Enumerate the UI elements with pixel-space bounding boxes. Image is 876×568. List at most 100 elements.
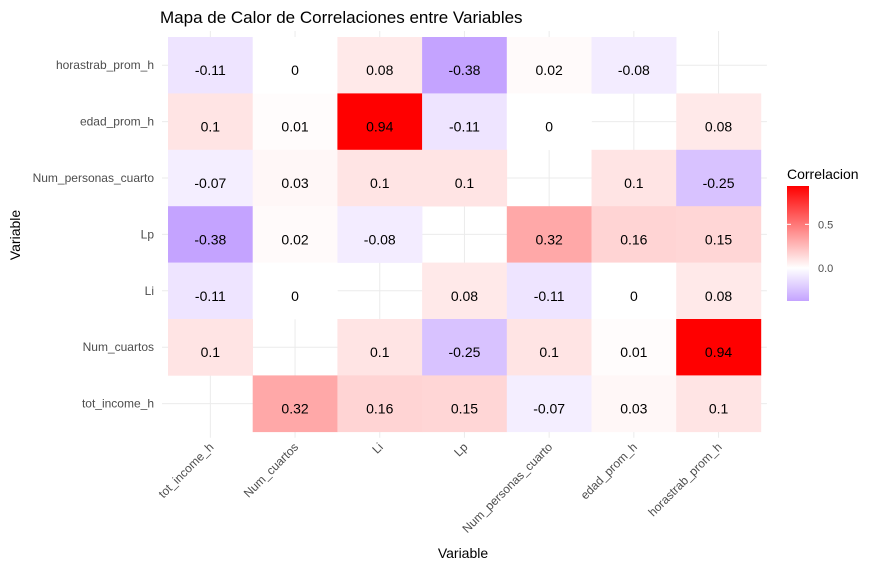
cell-value-label: 0.94 bbox=[705, 344, 732, 360]
legend-tick-label: 0.0 bbox=[818, 263, 833, 275]
heatmap-cell bbox=[506, 375, 592, 433]
cell-value-label: 0.1 bbox=[624, 175, 644, 191]
cell-value-label: 0.01 bbox=[620, 344, 647, 360]
y-tick-label: Li bbox=[145, 284, 154, 298]
cell-value-label: 0.02 bbox=[536, 62, 563, 78]
cell-value-label: 0 bbox=[545, 119, 553, 135]
cell-value-label: 0.1 bbox=[201, 344, 221, 360]
heatmap-cell bbox=[168, 149, 253, 207]
heatmap-cell bbox=[252, 93, 338, 151]
heatmap-cell bbox=[337, 149, 423, 207]
cell-value-label: 0.16 bbox=[366, 401, 393, 417]
y-axis-label: Variable bbox=[7, 210, 23, 261]
heatmap-cell bbox=[337, 93, 423, 151]
heatmap-cell bbox=[422, 319, 508, 376]
cell-value-label: -0.38 bbox=[448, 62, 480, 78]
cell-labels: -0.11 0 0.08 -0.38 0.02 -0.08 0.1 0.01 0.94 -0.11… bbox=[194, 62, 734, 416]
cell-value-label: 0.01 bbox=[281, 119, 308, 135]
cell-value-label: -0.08 bbox=[364, 231, 396, 247]
cell-value-label: 0.1 bbox=[709, 401, 729, 417]
cell-value-label: 0.08 bbox=[366, 62, 393, 78]
heatmap-cell bbox=[591, 206, 677, 263]
y-tick-label: Num_personas_cuarto bbox=[33, 171, 155, 185]
heatmap-cell bbox=[506, 37, 592, 94]
legend-title: Correlacion bbox=[787, 166, 859, 182]
heatmap-cell bbox=[337, 375, 423, 433]
cell-value-label: -0.11 bbox=[195, 288, 226, 304]
heatmap-cell bbox=[422, 149, 508, 207]
chart-title: Mapa de Calor de Correlaciones entre Var… bbox=[160, 8, 523, 27]
y-tick-label: tot_income_h bbox=[82, 397, 154, 411]
heatmap-cell bbox=[168, 262, 253, 320]
legend-colorbar bbox=[787, 186, 809, 301]
cell-value-label: 0.02 bbox=[281, 231, 308, 247]
x-tick-label: tot_income_h bbox=[156, 440, 217, 501]
cell-value-label: -0.11 bbox=[534, 288, 565, 304]
cell-value-label: -0.11 bbox=[449, 119, 480, 135]
heatmap-cell bbox=[676, 93, 762, 151]
heatmap-cell bbox=[676, 149, 762, 207]
cell-value-label: 0 bbox=[630, 288, 638, 304]
heatmap-cell bbox=[422, 262, 508, 320]
heatmap-cell bbox=[676, 262, 762, 320]
heatmap-cell bbox=[252, 206, 338, 263]
cell-value-label: -0.07 bbox=[194, 175, 226, 191]
cell-value-label: 0.32 bbox=[281, 401, 308, 417]
cell-value-label: 0.1 bbox=[539, 344, 559, 360]
x-tick-label: horastrab_prom_h bbox=[645, 440, 724, 519]
cell-value-label: 0 bbox=[291, 62, 299, 78]
cell-value-label: -0.11 bbox=[195, 62, 226, 78]
cell-value-label: 0.1 bbox=[201, 119, 221, 135]
cell-value-label: 0.94 bbox=[366, 119, 393, 135]
heatmap-cell bbox=[676, 375, 762, 433]
heatmap-cell bbox=[337, 37, 423, 94]
heatmap-cell bbox=[676, 319, 762, 376]
heatmap-cell bbox=[591, 319, 677, 376]
cell-value-label: 0 bbox=[291, 288, 299, 304]
heatmap-cell bbox=[252, 262, 338, 320]
heatmap-cell bbox=[168, 93, 253, 151]
x-axis-label: Variable bbox=[438, 545, 489, 561]
cell-value-label: -0.07 bbox=[533, 401, 565, 417]
cell-value-label: 0.03 bbox=[281, 175, 308, 191]
heatmap-cell bbox=[591, 262, 677, 320]
x-tick-label: edad_prom_h bbox=[578, 440, 640, 502]
heatmap-cell bbox=[506, 93, 592, 151]
heatmap-cell bbox=[676, 206, 762, 263]
cell-value-label: 0.08 bbox=[705, 288, 732, 304]
x-tick-label: Num_cuartos bbox=[241, 440, 301, 500]
heatmap-cell bbox=[168, 206, 253, 263]
cell-value-label: 0.08 bbox=[451, 288, 478, 304]
cell-value-label: -0.38 bbox=[194, 231, 226, 247]
heatmap-cell bbox=[591, 149, 677, 207]
cell-value-label: -0.25 bbox=[703, 175, 735, 191]
x-axis-ticks: tot_income_h Num_cuartos Li LpNum_personas_… bbox=[156, 440, 725, 536]
heatmap-cell bbox=[337, 206, 423, 263]
y-tick-label: edad_prom_h bbox=[80, 115, 154, 129]
heatmap-cell bbox=[337, 319, 423, 376]
cell-value-label: 0.08 bbox=[705, 119, 732, 135]
y-tick-label: horastrab_prom_h bbox=[56, 58, 154, 72]
heatmap-cell bbox=[422, 37, 508, 94]
heatmap-cell bbox=[252, 149, 338, 207]
cell-value-label: -0.25 bbox=[448, 344, 480, 360]
cell-value-label: 0.1 bbox=[370, 175, 390, 191]
cell-value-label: -0.08 bbox=[618, 62, 650, 78]
x-tick-label: Lp bbox=[451, 440, 471, 460]
y-axis-ticks: horastrab_prom_h edad_prom_h Num_personas_… bbox=[33, 58, 155, 410]
y-tick-label: Lp bbox=[141, 227, 155, 241]
x-tick-label: Li bbox=[369, 440, 386, 457]
heatmap-cell bbox=[168, 37, 253, 94]
cell-value-label: 0.15 bbox=[705, 231, 732, 247]
cell-value-label: 0.32 bbox=[536, 231, 563, 247]
heatmap-cell bbox=[422, 93, 508, 151]
heatmap-cell bbox=[506, 206, 592, 263]
heatmap-cell bbox=[506, 319, 592, 376]
y-tick-label: Num_cuartos bbox=[83, 340, 154, 354]
heatmap-cell bbox=[252, 37, 338, 94]
heatmap-cell bbox=[591, 37, 677, 94]
cell-value-label: 0.15 bbox=[451, 401, 478, 417]
heatmap-cell bbox=[168, 319, 253, 376]
heatmap-cell bbox=[422, 375, 508, 433]
